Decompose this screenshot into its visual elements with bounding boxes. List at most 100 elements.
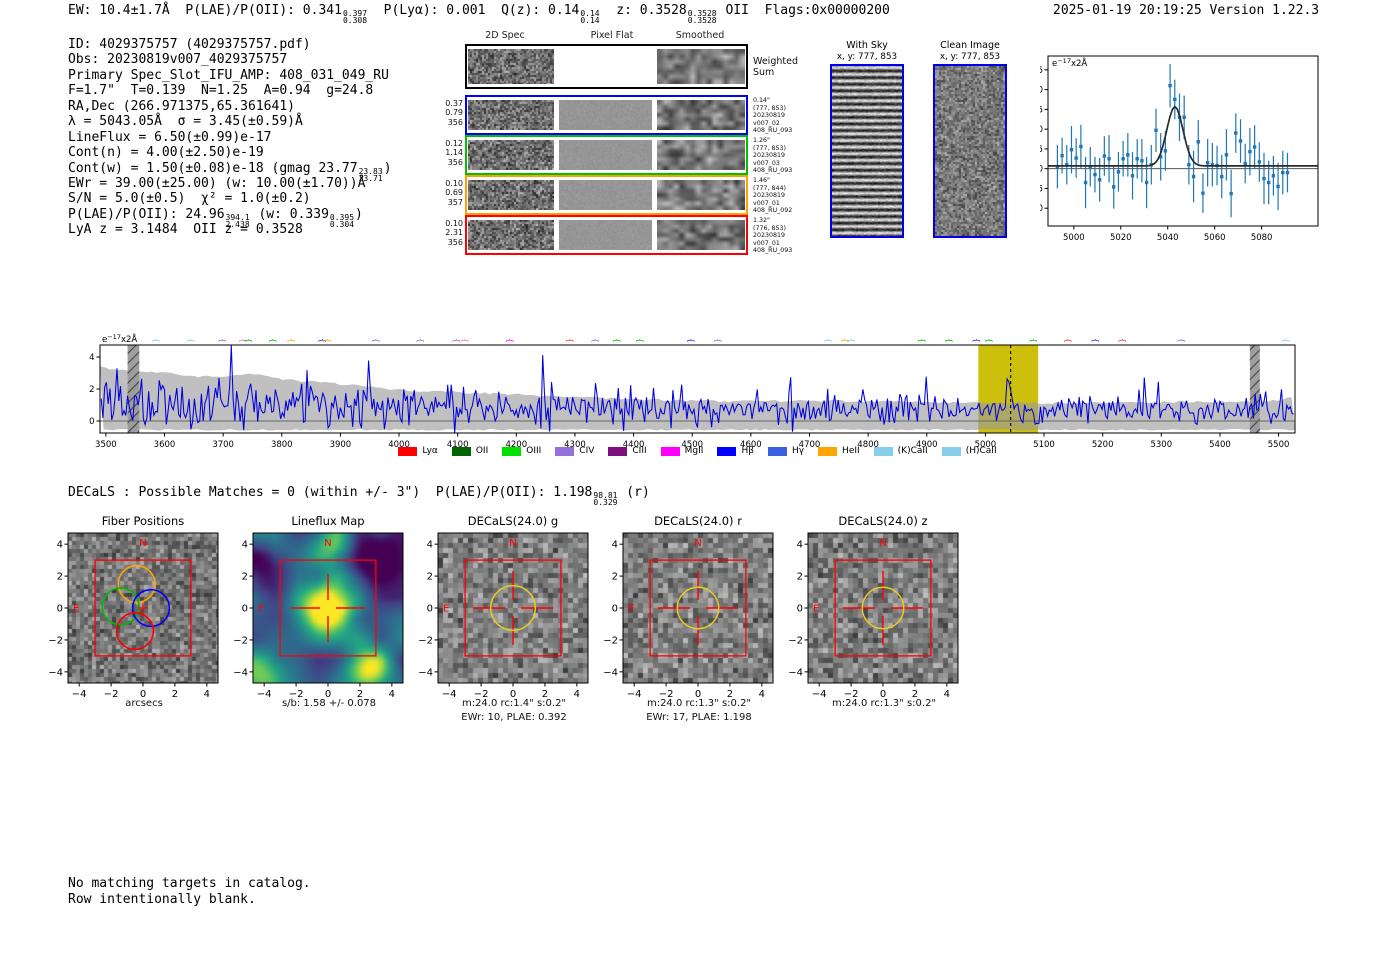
svg-text:−2: −2 bbox=[289, 689, 304, 700]
cutout-caption: m:24.0 rc:1.4" s:0.2" bbox=[461, 698, 567, 709]
legend-swatch bbox=[555, 446, 575, 456]
svg-text:−4: −4 bbox=[233, 667, 248, 678]
line-label-OIII: } OIII bbox=[1091, 333, 1100, 343]
svg-text:0: 0 bbox=[140, 689, 146, 700]
line-label-Hγ: } Hγ bbox=[1281, 333, 1290, 343]
legend-swatch bbox=[660, 446, 680, 456]
extent-box bbox=[834, 559, 932, 657]
svg-text:−4: −4 bbox=[48, 667, 63, 678]
svg-text:−2: −2 bbox=[48, 635, 63, 646]
svg-text:5040: 5040 bbox=[1157, 233, 1179, 243]
svg-text:−4: −4 bbox=[603, 667, 618, 678]
svg-text:5500: 5500 bbox=[1268, 440, 1290, 450]
svg-text:2: 2 bbox=[727, 689, 733, 700]
svg-text:5080: 5080 bbox=[1251, 233, 1273, 243]
svg-text:e−17x2Å: e−17x2Å bbox=[102, 333, 137, 345]
svg-text:1.0: 1.0 bbox=[1040, 125, 1043, 135]
svg-text:0: 0 bbox=[57, 604, 63, 615]
svg-text:4400: 4400 bbox=[623, 440, 645, 450]
svg-text:0: 0 bbox=[880, 689, 886, 700]
aperture-circle bbox=[489, 584, 537, 632]
svg-text:e−17x2Å: e−17x2Å bbox=[1052, 57, 1087, 69]
header-timestamp-version: 2025-01-19 20:19:25 Version 1.22.3 bbox=[1053, 3, 1320, 18]
svg-text:4500: 4500 bbox=[681, 440, 703, 450]
cutout-axes-svg: −4 −4 −2 −2 0 0 2 2 4 4 N E bbox=[603, 532, 774, 700]
compass-north: N bbox=[694, 538, 701, 549]
svg-text:−4: −4 bbox=[812, 689, 827, 700]
extent-box bbox=[464, 559, 562, 657]
info-line-3: F=1.7" T=0.139 N=1.25 A=0.94 g=24.8 bbox=[68, 83, 374, 99]
svg-text:0.0: 0.0 bbox=[1040, 165, 1043, 175]
svg-text:0: 0 bbox=[89, 417, 94, 427]
svg-text:0: 0 bbox=[242, 604, 248, 615]
hi-lo-uncertainty: 23.83 23.71 bbox=[358, 166, 383, 183]
svg-text:5400: 5400 bbox=[1209, 440, 1231, 450]
legend-item-MgII: MgII bbox=[660, 446, 703, 456]
compass-east: E bbox=[443, 604, 449, 615]
svg-text:4: 4 bbox=[389, 689, 395, 700]
spectrum-line-legend: Lyα OII OIII CIV CIII MgII Hβ Hγ HeII (K)CaII (H)C… bbox=[100, 446, 1295, 456]
svg-text:3700: 3700 bbox=[212, 440, 234, 450]
info-line-5: λ = 5043.05Å σ = 3.45(±0.59)Å bbox=[68, 114, 303, 130]
svg-text:4: 4 bbox=[612, 540, 618, 551]
detection-info-block: ID: 4029375757 (4029375757.pdf) Obs: 2023… bbox=[68, 37, 392, 238]
svg-text:−2: −2 bbox=[844, 689, 859, 700]
cutout-title: DECaLS(24.0) r bbox=[654, 514, 742, 528]
clean-image bbox=[933, 64, 1007, 238]
svg-text:2: 2 bbox=[89, 385, 94, 395]
compass-north: N bbox=[879, 538, 886, 549]
sky-canvas bbox=[832, 66, 902, 236]
svg-text:1.5: 1.5 bbox=[1040, 105, 1043, 115]
compass-north: N bbox=[139, 538, 146, 549]
line-fit-zoom-plot: 5000 5020 5040 5060 5080 −1.0 −0.5 0.0 0.5 1.0 1.5… bbox=[1022, 48, 1335, 250]
pixel-flat-image bbox=[559, 180, 652, 210]
row-weight-labels: 0.12 1.14 356 bbox=[445, 139, 463, 167]
svg-text:2.5: 2.5 bbox=[1040, 66, 1043, 76]
cutout-caption: arcsecs bbox=[125, 698, 163, 709]
spec2d-image bbox=[468, 180, 554, 210]
spec2d-row-3: 0.10 0.69 357 1.46" (777, 844) 20230819 v… bbox=[445, 175, 792, 215]
cutout-caption: s/b: 1.58 +/- 0.078 bbox=[281, 698, 377, 709]
info-line-1: Obs: 20230819v007_4029375757 bbox=[68, 52, 288, 68]
svg-text:4: 4 bbox=[944, 689, 950, 700]
svg-text:2: 2 bbox=[912, 689, 918, 700]
line-label-SiII: } SiII bbox=[460, 333, 469, 343]
svg-text:5300: 5300 bbox=[1150, 440, 1172, 450]
info-line-6: LineFlux = 6.50(±0.99)e-17 bbox=[68, 129, 272, 145]
smoothed-image bbox=[657, 180, 745, 210]
svg-text:3500: 3500 bbox=[95, 440, 117, 450]
svg-text:2: 2 bbox=[797, 572, 803, 583]
svg-text:4900: 4900 bbox=[916, 440, 938, 450]
footer-line: Row intentionally blank. bbox=[68, 892, 256, 907]
svg-text:4700: 4700 bbox=[799, 440, 821, 450]
svg-text:5000: 5000 bbox=[1063, 233, 1085, 243]
info-line-11: P(LAE)/P(OII): 24.96 394.1 2.438 (w: 0.339… bbox=[68, 206, 363, 230]
pixel-flat-image bbox=[559, 100, 652, 130]
smoothed-image bbox=[657, 220, 745, 250]
info-line-2: Primary Spec_Slot_IFU_AMP: 408_031_049_R… bbox=[68, 67, 389, 83]
svg-text:4: 4 bbox=[759, 689, 765, 700]
compass-east: E bbox=[813, 604, 819, 615]
sky-canvas bbox=[935, 66, 1005, 236]
line-label-Lyα: } Lyα bbox=[371, 333, 380, 343]
svg-text:2: 2 bbox=[242, 572, 248, 583]
svg-text:4: 4 bbox=[797, 540, 803, 551]
line-label-OII: } OII bbox=[847, 333, 856, 343]
row-fiber-meta: 0.14" (777, 853) 20230819 v007_02 408_RU… bbox=[753, 97, 793, 134]
footer-line: No matching targets in catalog. bbox=[68, 876, 311, 891]
fiber-circle bbox=[131, 588, 171, 628]
svg-text:3600: 3600 bbox=[154, 440, 176, 450]
spec2d-image bbox=[468, 100, 554, 130]
svg-text:5200: 5200 bbox=[1092, 440, 1114, 450]
svg-text:4: 4 bbox=[427, 540, 433, 551]
cutout-image-decals bbox=[623, 533, 773, 683]
svg-text:2: 2 bbox=[427, 572, 433, 583]
line-label-CIV: } CIV bbox=[451, 333, 460, 343]
svg-text:5000: 5000 bbox=[975, 440, 997, 450]
cutout-caption: m:24.0 rc:1.3" s:0.2" bbox=[831, 698, 937, 709]
svg-text:−2: −2 bbox=[418, 635, 433, 646]
svg-text:−4: −4 bbox=[72, 689, 87, 700]
cutout-caption: EWr: 10, PLAE: 0.392 bbox=[461, 712, 567, 723]
svg-text:−2: −2 bbox=[474, 689, 489, 700]
